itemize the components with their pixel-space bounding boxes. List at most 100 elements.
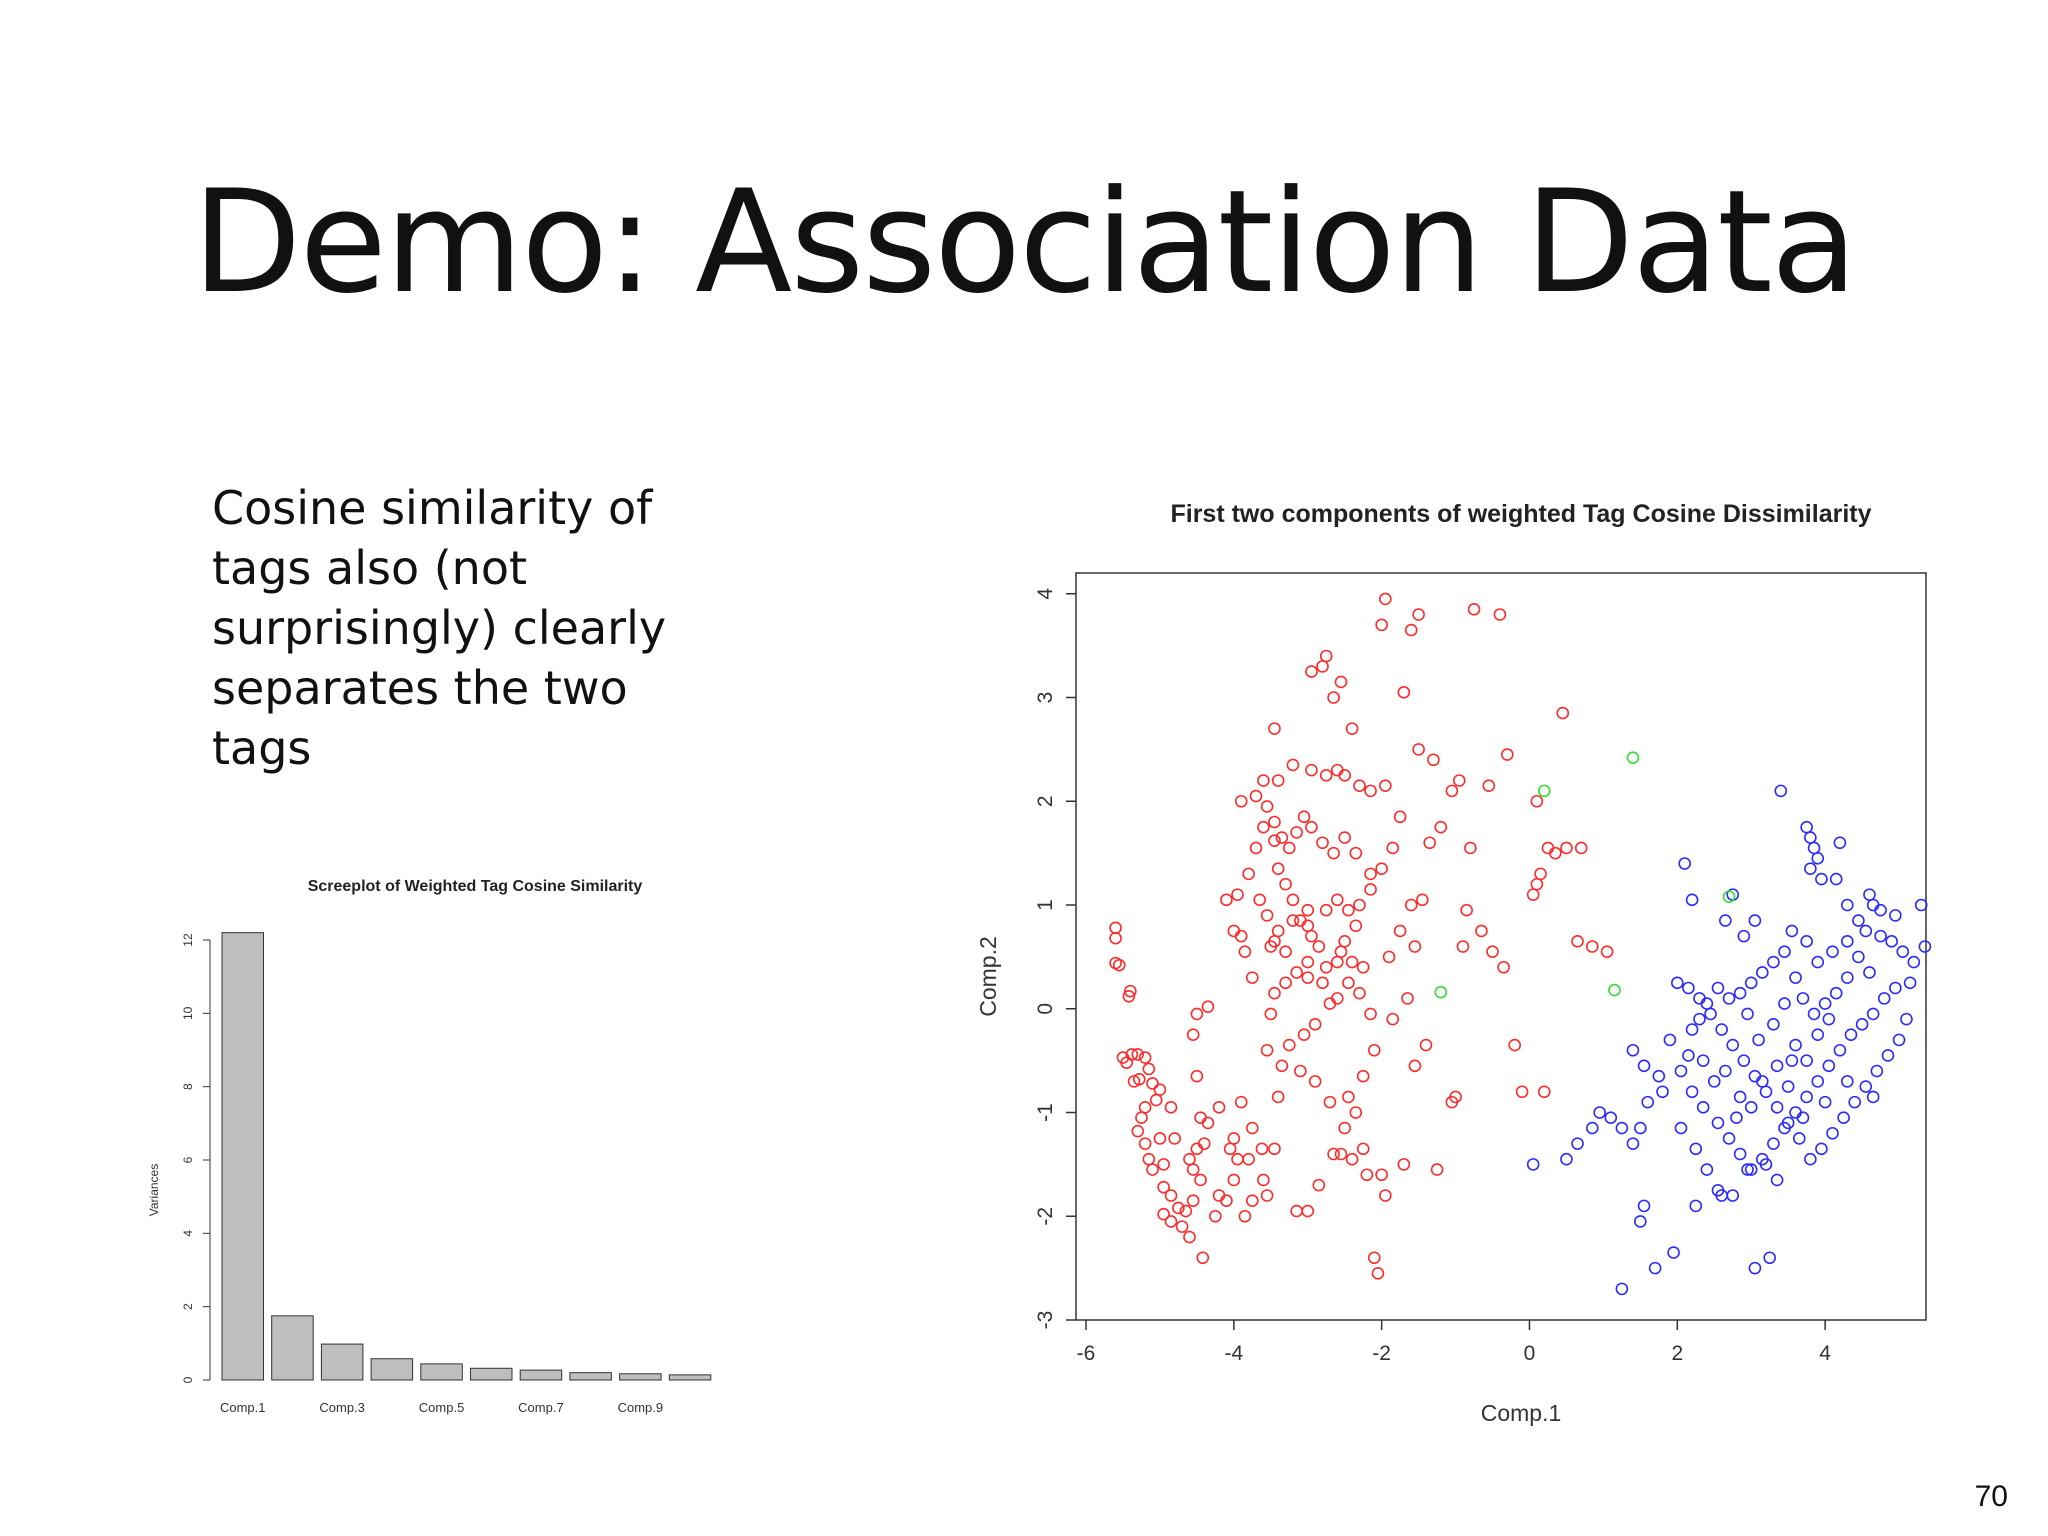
scatter-point [1778, 945, 1791, 958]
scree-bar [271, 1315, 314, 1381]
scatter-point [1560, 841, 1573, 855]
scatter-point [1316, 836, 1329, 850]
scatter-point [1501, 748, 1514, 761]
scatter-point [1652, 1069, 1666, 1083]
scatter-point [1560, 1152, 1573, 1166]
scatter-point [1556, 706, 1570, 720]
scatter-y-tick-label: 1 [1034, 899, 1057, 911]
scatter-point [1707, 1075, 1721, 1088]
scatter-point [1874, 929, 1887, 943]
scatter-point [1290, 1204, 1303, 1218]
scatter-point [1748, 1261, 1762, 1275]
scatter-point [1855, 1018, 1869, 1031]
scatter-point [1593, 1106, 1606, 1119]
scatter-point [1382, 950, 1396, 964]
scatter-point [1508, 1038, 1521, 1052]
scatter-plot-frame [1075, 572, 1927, 1321]
scatter-point [1412, 608, 1425, 621]
scatter-point [1331, 893, 1344, 907]
scatter-point [1818, 997, 1832, 1010]
scatter-point [1157, 1207, 1170, 1221]
scree-x-tick-label: Comp.1 [220, 1400, 266, 1415]
scatter-point [1319, 960, 1333, 974]
scatter-point [1138, 1137, 1152, 1150]
scatter-point [1338, 935, 1351, 948]
scatter-point [1770, 1173, 1784, 1187]
scatter-point [1227, 1173, 1241, 1187]
scatter-point [1109, 931, 1122, 945]
scatter-point [1164, 1215, 1178, 1228]
scatter-point [1586, 1121, 1599, 1135]
scatter-point [1815, 872, 1828, 886]
scatter-point [1423, 836, 1436, 850]
scatter-point [1634, 1121, 1647, 1135]
scatter-point [1364, 867, 1377, 881]
scatter-point [1844, 1028, 1858, 1041]
scatter-title: First two components of weighted Tag Cos… [1170, 500, 1871, 528]
scatter-point [1689, 1199, 1703, 1213]
scatter-point [1379, 779, 1392, 792]
scatter-point [1319, 769, 1333, 782]
scree-bar [320, 1343, 364, 1381]
scatter-point [1157, 1180, 1170, 1194]
scatter-point [1615, 1121, 1629, 1135]
scatter-point [1744, 1101, 1758, 1114]
scree-title: Screeplot of Weighted Tag Cosine Similar… [308, 878, 643, 895]
screeplot-chart: Screeplot of Weighted Tag Cosine Similar… [147, 878, 712, 1415]
scatter-point [1804, 831, 1817, 844]
scatter-y-tick-label: 4 [1034, 588, 1057, 600]
scatter-point [1234, 1095, 1248, 1109]
scatter-point [1271, 862, 1285, 875]
scatter-point [1818, 1095, 1832, 1109]
scatter-point [1331, 955, 1344, 969]
scatter-point [1183, 1152, 1196, 1166]
scatter-point [1600, 945, 1614, 958]
scree-y-label: Variances [147, 1164, 161, 1216]
scatter-point [1756, 1075, 1769, 1088]
scatter-point [1829, 986, 1843, 1000]
scree-x-tick-label: Comp.3 [319, 1400, 365, 1415]
scatter-point [1497, 960, 1510, 974]
scatter-point [1571, 935, 1584, 948]
scree-y-tick-label: 0 [181, 1376, 195, 1383]
scatter-y-label: Comp.2 [975, 936, 1001, 1017]
scatter-point [1456, 940, 1470, 953]
scatter-x-tick-label: -2 [1372, 1342, 1391, 1365]
scatter-point [1804, 1152, 1817, 1166]
scatter-point [1286, 914, 1300, 927]
scatter-point [1319, 903, 1333, 917]
scatter-point [1404, 623, 1418, 637]
scatter-point [1338, 769, 1351, 782]
scatter-point [1397, 686, 1411, 699]
scatter-point [1486, 945, 1499, 958]
scatter-point [1172, 1201, 1185, 1215]
scatter-chart: First two components of weighted Tag Cos… [975, 500, 1932, 1426]
scatter-point [1353, 986, 1366, 1000]
scatter-point [1305, 820, 1318, 834]
scatter-point [1131, 1124, 1145, 1138]
scatter-point [1671, 976, 1684, 990]
scree-bar [370, 1358, 414, 1381]
scatter-point [1881, 1049, 1895, 1062]
scatter-point [1804, 862, 1817, 875]
scatter-point [1342, 976, 1355, 990]
scatter-point [1733, 986, 1747, 1000]
scatter-point [1316, 660, 1329, 673]
scatter-point [1257, 774, 1270, 787]
scree-bar [668, 1374, 712, 1381]
scatter-point [1822, 1012, 1836, 1026]
slide-title: Demo: Association Data [192, 160, 1858, 325]
scatter-point [1294, 1064, 1307, 1078]
scatter-point [1138, 1051, 1152, 1064]
scatter-point [1342, 903, 1355, 917]
scatter-point [1246, 971, 1259, 984]
scatter-point [1730, 1111, 1743, 1124]
scatter-point [1242, 867, 1255, 881]
scatter-point [1674, 1121, 1688, 1135]
scatter-point [1125, 1048, 1139, 1061]
scatter-point [1726, 1189, 1740, 1202]
scatter-point [1741, 1163, 1754, 1176]
scatter-point [1759, 1158, 1773, 1171]
scatter-point [1338, 1121, 1351, 1135]
scatter-point [1678, 857, 1691, 870]
